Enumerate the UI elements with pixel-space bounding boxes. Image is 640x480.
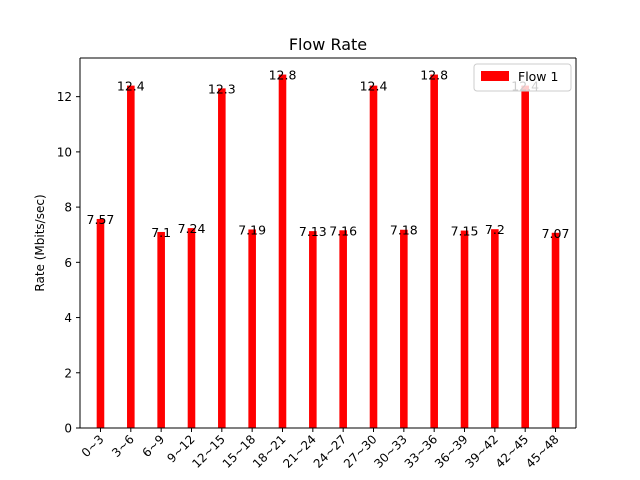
- data-label-0~3: 7.57: [87, 212, 115, 227]
- data-label-39~42: 7.2: [485, 222, 505, 237]
- legend-box: [473, 63, 572, 92]
- bar-27~30: [369, 85, 378, 428]
- data-label-9~12: 7.24: [178, 221, 206, 236]
- data-label-15~18: 7.19: [238, 222, 266, 237]
- y-tick-label-0: 0: [64, 422, 72, 436]
- data-label-24~27: 7.16: [329, 223, 357, 238]
- bar-21~24: [309, 231, 317, 428]
- y-tick-label-8: 8: [64, 201, 72, 215]
- legend-label-flow-1: Flow 1: [518, 69, 558, 84]
- x-tick-label-21~24: 21~24: [280, 432, 319, 471]
- y-tick-label-12: 12: [57, 90, 72, 104]
- bar-36~39: [460, 230, 469, 428]
- x-tick-label-12~15: 12~15: [189, 432, 228, 471]
- x-tick-label-39~42: 39~42: [462, 432, 501, 471]
- x-tick-label-42~45: 42~45: [493, 432, 532, 471]
- bar-0~3: [96, 218, 105, 428]
- data-label-12~15: 12.3: [208, 81, 236, 96]
- bar-30~33: [400, 229, 408, 428]
- x-tick-label-3~6: 3~6: [109, 432, 137, 460]
- bar-24~27: [339, 230, 347, 428]
- data-label-30~33: 7.18: [390, 223, 418, 238]
- bar-18~21: [278, 74, 287, 428]
- data-label-45~48: 7.07: [542, 226, 570, 241]
- x-tick-label-45~48: 45~48: [523, 432, 562, 471]
- x-tick-label-24~27: 24~27: [311, 432, 350, 471]
- data-label-18~21: 12.8: [269, 68, 297, 83]
- bar-3~6: [127, 85, 135, 428]
- x-tick-label-27~30: 27~30: [341, 432, 380, 471]
- bar-9~12: [187, 228, 196, 428]
- y-tick-label-4: 4: [64, 311, 72, 325]
- bar-12~15: [218, 88, 226, 428]
- bar-42~45: [521, 85, 529, 428]
- bar-6~9: [157, 231, 165, 428]
- data-label-36~39: 7.15: [451, 224, 479, 239]
- bar-33~36: [430, 74, 438, 428]
- x-tick-label-0~3: 0~3: [79, 432, 107, 460]
- x-tick-label-33~36: 33~36: [402, 432, 441, 471]
- data-label-21~24: 7.13: [299, 224, 327, 239]
- legend: Flow 1: [473, 63, 572, 92]
- data-label-27~30: 12.4: [360, 79, 388, 94]
- y-tick-label-10: 10: [57, 145, 72, 159]
- legend-swatch-flow-1: [481, 71, 509, 81]
- x-tick-label-15~18: 15~18: [220, 432, 259, 471]
- bar-39~42: [491, 229, 499, 428]
- chart-title: Flow Rate: [289, 35, 367, 54]
- x-tick-label-30~33: 30~33: [371, 432, 410, 471]
- x-tick-label-36~39: 36~39: [432, 432, 471, 471]
- bar-45~48: [551, 232, 560, 428]
- x-tick-label-6~9: 6~9: [139, 432, 167, 460]
- data-label-6~9: 7.1: [151, 225, 171, 240]
- y-axis-label: Rate (Mbits/sec): [33, 194, 47, 291]
- bar-15~18: [248, 229, 256, 428]
- x-tick-label-18~21: 18~21: [250, 432, 289, 471]
- data-label-3~6: 12.4: [117, 79, 145, 94]
- y-tick-label-6: 6: [64, 256, 72, 270]
- data-label-33~36: 12.8: [420, 68, 448, 83]
- y-tick-label-2: 2: [64, 366, 72, 380]
